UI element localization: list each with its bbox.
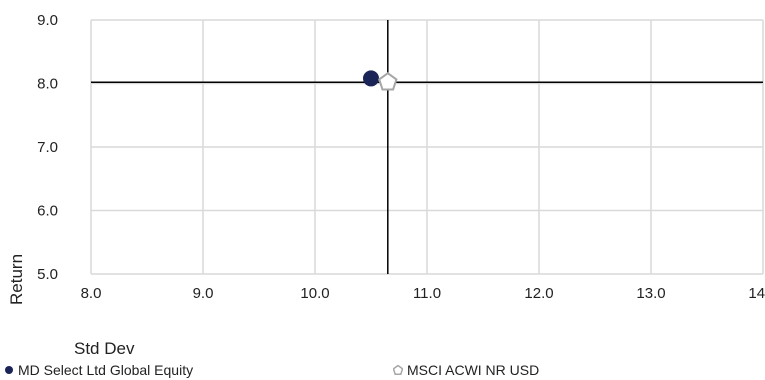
x-tick-label: 13.0: [636, 285, 665, 302]
x-tick-label: 12.0: [524, 285, 553, 302]
x-tick-label: 8.0: [81, 285, 102, 302]
x-tick-labels: 8.0 9.0 10.0 11.0 12.0 13.0 14.0: [81, 285, 765, 302]
legend: MD Select Ltd Global Equity MSCI ACWI NR…: [0, 362, 765, 380]
y-tick-label: 5.0: [37, 266, 58, 283]
x-tick-label: 11.0: [413, 285, 441, 302]
legend-item-fund: MD Select Ltd Global Equity: [4, 362, 193, 378]
data-points: [363, 70, 398, 91]
x-tick-label: 10.0: [300, 285, 329, 302]
x-tick-label: 14.0: [748, 285, 765, 302]
reference-lines: [91, 20, 763, 274]
benchmark-point: [378, 71, 398, 91]
y-tick-labels: 5.0 6.0 7.0 8.0 9.0: [37, 12, 58, 283]
legend-label-benchmark: MSCI ACWI NR USD: [407, 362, 540, 378]
legend-label-fund: MD Select Ltd Global Equity: [18, 362, 194, 378]
x-axis-title: Std Dev: [74, 339, 135, 358]
legend-item-benchmark: MSCI ACWI NR USD: [392, 362, 540, 378]
y-tick-label: 7.0: [37, 139, 58, 156]
y-tick-label: 8.0: [37, 76, 58, 93]
y-axis-title: Return: [7, 254, 26, 305]
legend-pentagon-icon: [392, 362, 404, 378]
y-tick-label: 9.0: [37, 12, 58, 29]
fund-point: [363, 70, 379, 87]
x-tick-label: 9.0: [193, 285, 214, 302]
gridlines: [90, 19, 764, 275]
scatter-chart: 8.0 9.0 10.0 11.0 12.0 13.0 14.0 5.0 6.0 7.0 8.0 9…: [7, 12, 765, 358]
legend-circle-icon: [4, 362, 14, 378]
y-tick-label: 6.0: [37, 203, 58, 220]
